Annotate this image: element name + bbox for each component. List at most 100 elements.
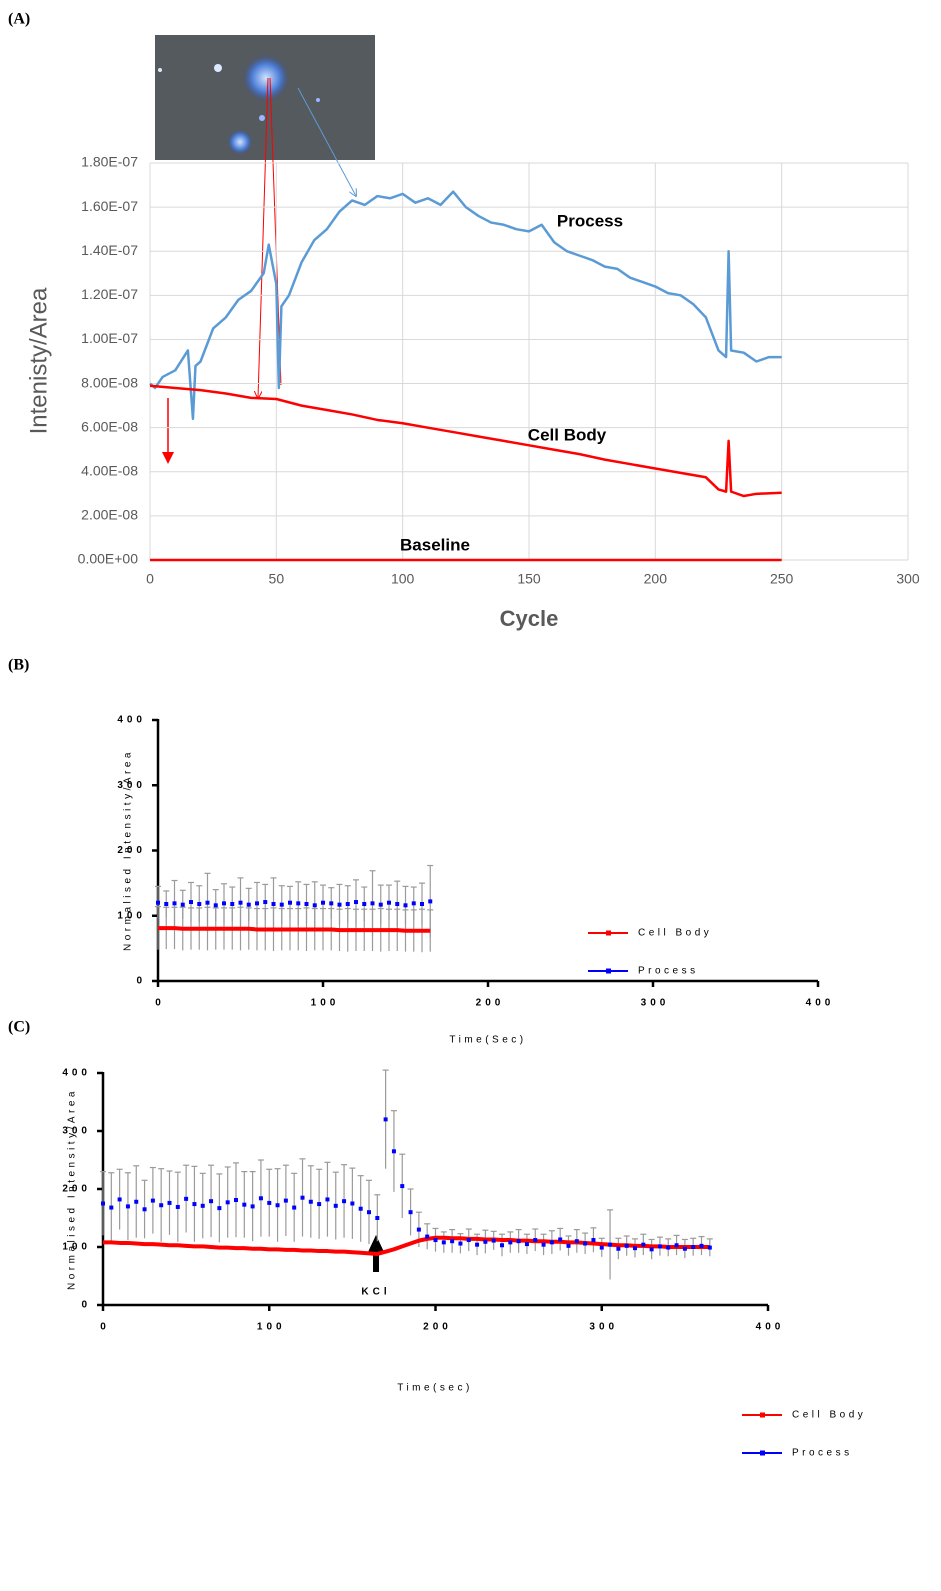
series-point <box>197 902 202 907</box>
x-axis-title: Time(Sec) <box>449 1035 526 1046</box>
y-tick-label: 4.00E-08 <box>81 462 138 478</box>
series-point <box>616 1246 621 1251</box>
chart: (C) 0 100 200 300 400 0 100 200 300 400 Normalised … <box>8 1019 866 1459</box>
series-point <box>666 1245 671 1250</box>
x-axis-title: Time(sec) <box>397 1383 473 1394</box>
series-point <box>433 1238 438 1243</box>
series-point <box>508 1240 513 1245</box>
series-point <box>549 1240 554 1245</box>
x-tick-label: 200 <box>476 998 505 1009</box>
series-point <box>217 1206 222 1211</box>
series-point <box>403 903 408 908</box>
series-point <box>258 1196 263 1201</box>
series-point <box>222 901 226 906</box>
series-point <box>541 1242 546 1247</box>
series-point <box>458 1241 463 1246</box>
series-point <box>416 1227 421 1232</box>
series-point <box>591 1238 596 1243</box>
series-point <box>101 1201 105 1206</box>
chart: (A) 0.00E+00 2.00E-08 4.00E-08 6.00E-08 8.00E… <box>8 11 920 631</box>
series-point <box>134 1199 139 1204</box>
series-point <box>150 1198 155 1203</box>
series-point <box>599 1245 604 1250</box>
series-point <box>205 900 210 905</box>
x-tick-label: 250 <box>770 571 794 587</box>
series-point <box>242 1202 247 1207</box>
legend-marker <box>760 1450 765 1456</box>
series-point <box>312 903 317 908</box>
legend-marker <box>606 930 611 936</box>
series-point <box>524 1242 529 1247</box>
series-point <box>230 902 235 907</box>
series-point <box>657 1244 662 1249</box>
series-point <box>641 1242 646 1247</box>
y-tick-label: 1.20E-07 <box>81 286 138 302</box>
series-point <box>175 1204 180 1209</box>
series-point <box>491 1238 496 1243</box>
series-point <box>411 901 416 906</box>
annotation-arrows <box>162 77 356 464</box>
series-point <box>172 901 177 906</box>
series-point <box>483 1239 488 1244</box>
series-point <box>649 1247 654 1252</box>
series-point <box>192 1202 197 1207</box>
series-point <box>475 1242 480 1247</box>
x-tick-label: 0 <box>146 571 154 587</box>
series-point <box>255 901 259 906</box>
y-tick-label: 100 <box>62 1242 91 1253</box>
series-point <box>308 1199 313 1204</box>
y-tick-label: 0 <box>136 976 146 987</box>
series-point <box>159 1203 164 1208</box>
series-point <box>164 902 169 907</box>
series-point <box>329 901 334 906</box>
series-point <box>337 902 342 907</box>
series-point <box>354 900 358 905</box>
series-point <box>234 1198 238 1203</box>
series-point <box>428 899 433 904</box>
series-point <box>142 1207 147 1212</box>
x-tick-label: 300 <box>589 1322 618 1333</box>
series-point <box>279 902 284 907</box>
chart: (B) 0 100 200 300 400 0 100 200 300 400 Normalised … <box>8 657 830 1046</box>
series-label: Baseline <box>400 535 470 554</box>
series-point <box>271 902 276 907</box>
x-tick-label: 300 <box>641 998 670 1009</box>
series-point <box>362 902 367 907</box>
y-tick-label: 200 <box>62 1184 91 1195</box>
y-tick-label: 0 <box>81 1300 91 1311</box>
x-tick-label: 0 <box>155 998 165 1009</box>
y-tick-label: 1.60E-07 <box>81 198 138 214</box>
y-tick-label: 1.00E-07 <box>81 330 138 346</box>
legend-label: Cell Body <box>792 1410 866 1421</box>
series-point <box>350 1201 355 1206</box>
series-point <box>441 1240 446 1245</box>
series-point <box>213 903 218 908</box>
y-tick-label: 2.00E-08 <box>81 507 138 523</box>
series-point <box>288 900 292 905</box>
y-axis-title: Normalised Intensity/Area <box>123 749 134 951</box>
x-tick-label: 100 <box>391 571 415 587</box>
series-point <box>450 1239 455 1244</box>
y-tick-label: 8.00E-08 <box>81 374 138 390</box>
series-point <box>375 1216 380 1220</box>
series-point <box>263 900 268 905</box>
series-point <box>408 1210 413 1215</box>
series-point <box>296 901 301 906</box>
panel-label: (C) <box>8 1019 30 1036</box>
series-point <box>283 1198 288 1203</box>
series-point <box>425 1234 430 1239</box>
series-point <box>189 900 193 905</box>
series-point <box>624 1243 629 1248</box>
series-point <box>533 1238 538 1243</box>
series-point <box>466 1238 471 1243</box>
legend-label: Cell Body <box>638 928 712 939</box>
series-point <box>325 1197 330 1202</box>
series-point <box>566 1243 571 1248</box>
series-point <box>275 1203 280 1208</box>
series-point <box>342 1199 347 1204</box>
series-point <box>304 902 309 907</box>
series-point <box>383 1117 388 1122</box>
series-point <box>180 902 185 907</box>
series-point <box>300 1195 305 1200</box>
series-point <box>109 1205 114 1210</box>
